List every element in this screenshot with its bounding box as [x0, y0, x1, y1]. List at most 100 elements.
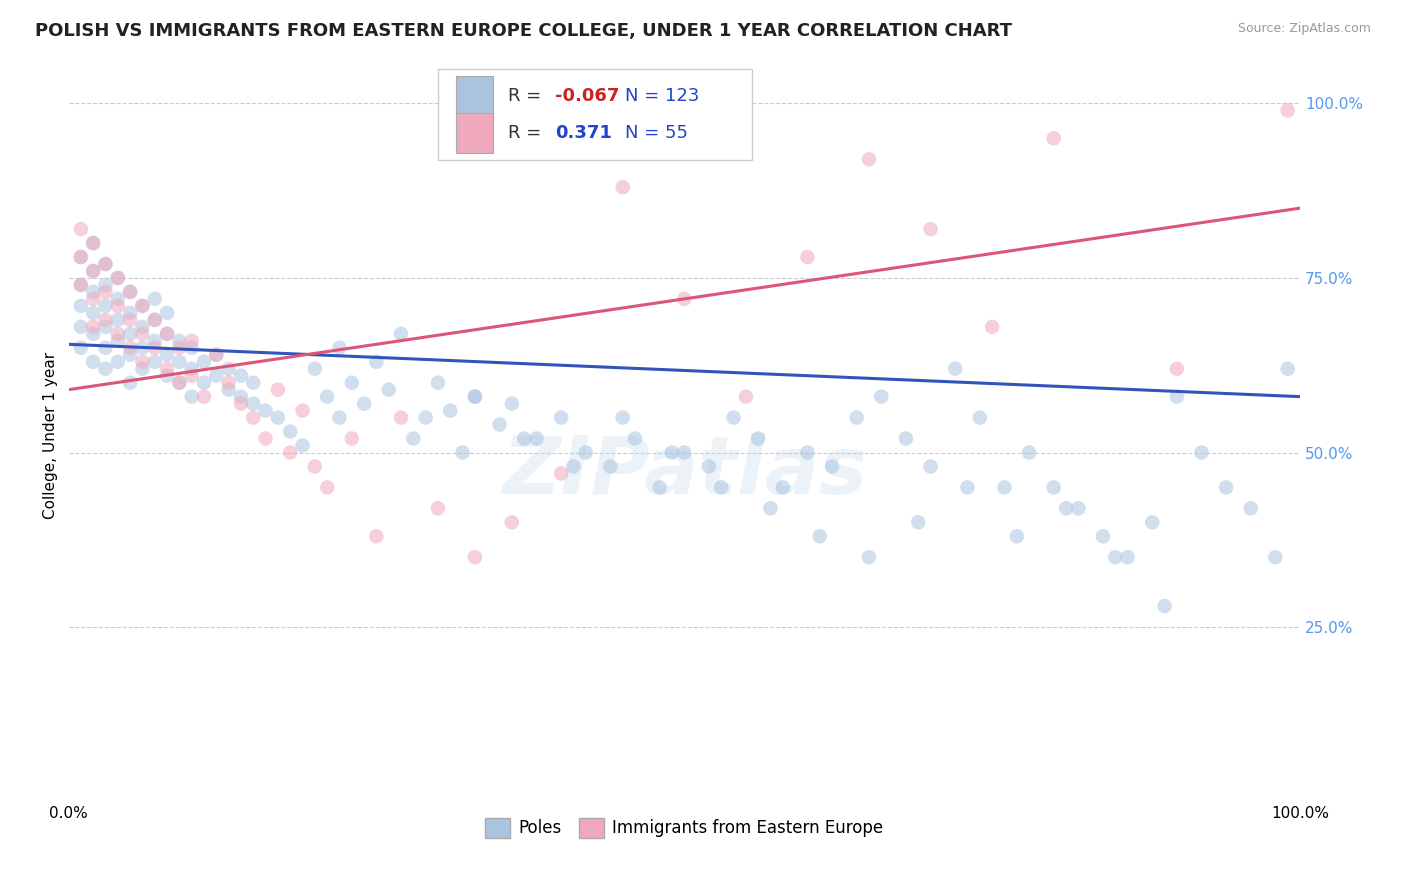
Point	[107, 326, 129, 341]
Point	[143, 313, 166, 327]
Point	[488, 417, 510, 432]
Point	[340, 376, 363, 390]
Point	[981, 319, 1004, 334]
Point	[70, 277, 93, 292]
Point	[624, 432, 647, 446]
Point	[94, 257, 117, 271]
Text: POLISH VS IMMIGRANTS FROM EASTERN EUROPE COLLEGE, UNDER 1 YEAR CORRELATION CHART: POLISH VS IMMIGRANTS FROM EASTERN EUROPE…	[35, 22, 1012, 40]
Point	[242, 397, 264, 411]
Point	[107, 292, 129, 306]
Point	[94, 299, 117, 313]
Point	[143, 334, 166, 348]
Point	[427, 501, 450, 516]
Point	[242, 410, 264, 425]
Point	[451, 445, 474, 459]
Point	[82, 319, 104, 334]
Point	[107, 355, 129, 369]
Point	[501, 397, 523, 411]
Point	[1166, 390, 1188, 404]
Point	[229, 397, 252, 411]
Point	[673, 292, 696, 306]
Y-axis label: College, Under 1 year: College, Under 1 year	[44, 351, 58, 518]
Point	[94, 277, 117, 292]
Point	[513, 432, 536, 446]
Point	[82, 264, 104, 278]
Point	[180, 368, 202, 383]
Point	[439, 403, 461, 417]
Point	[193, 355, 215, 369]
Point	[316, 390, 339, 404]
Point	[723, 410, 745, 425]
Point	[156, 361, 179, 376]
Point	[304, 361, 326, 376]
Point	[70, 319, 93, 334]
Point	[131, 361, 153, 376]
Point	[734, 390, 756, 404]
Point	[389, 410, 412, 425]
Point	[526, 432, 548, 446]
Point	[94, 319, 117, 334]
Point	[858, 153, 880, 167]
Point	[1067, 501, 1090, 516]
Point	[107, 334, 129, 348]
Point	[1191, 445, 1213, 459]
Point	[1091, 529, 1114, 543]
Point	[796, 250, 818, 264]
Point	[267, 410, 290, 425]
Point	[415, 410, 437, 425]
Point	[1277, 103, 1299, 118]
Point	[612, 410, 634, 425]
Point	[1240, 501, 1263, 516]
Point	[796, 445, 818, 459]
Point	[1116, 550, 1139, 565]
Point	[120, 341, 142, 355]
Point	[180, 361, 202, 376]
Point	[156, 368, 179, 383]
Point	[82, 235, 104, 250]
Point	[120, 348, 142, 362]
Point	[82, 235, 104, 250]
Point	[131, 299, 153, 313]
Point	[143, 355, 166, 369]
Point	[180, 341, 202, 355]
Point	[242, 376, 264, 390]
Point	[673, 445, 696, 459]
Point	[82, 264, 104, 278]
Point	[120, 285, 142, 299]
Point	[402, 432, 425, 446]
Point	[1005, 529, 1028, 543]
Text: -0.067: -0.067	[555, 87, 620, 104]
Point	[82, 285, 104, 299]
Point	[82, 355, 104, 369]
Point	[131, 326, 153, 341]
Point	[70, 250, 93, 264]
Point	[291, 438, 314, 452]
Point	[82, 306, 104, 320]
Point	[291, 403, 314, 417]
Point	[94, 313, 117, 327]
Point	[169, 376, 191, 390]
Point	[858, 550, 880, 565]
Point	[894, 432, 917, 446]
Point	[218, 383, 240, 397]
Point	[501, 516, 523, 530]
Text: ZIPatlas: ZIPatlas	[502, 433, 866, 511]
Point	[205, 348, 228, 362]
Point	[328, 341, 350, 355]
Point	[772, 480, 794, 494]
Point	[304, 459, 326, 474]
Point	[180, 334, 202, 348]
Point	[1142, 516, 1164, 530]
Text: Source: ZipAtlas.com: Source: ZipAtlas.com	[1237, 22, 1371, 36]
Point	[1054, 501, 1077, 516]
Point	[648, 480, 671, 494]
Point	[821, 459, 844, 474]
Point	[562, 459, 585, 474]
Point	[254, 432, 277, 446]
Point	[94, 341, 117, 355]
Legend: Poles, Immigrants from Eastern Europe: Poles, Immigrants from Eastern Europe	[479, 811, 890, 845]
Point	[353, 397, 375, 411]
Point	[389, 326, 412, 341]
Point	[697, 459, 720, 474]
Point	[575, 445, 598, 459]
